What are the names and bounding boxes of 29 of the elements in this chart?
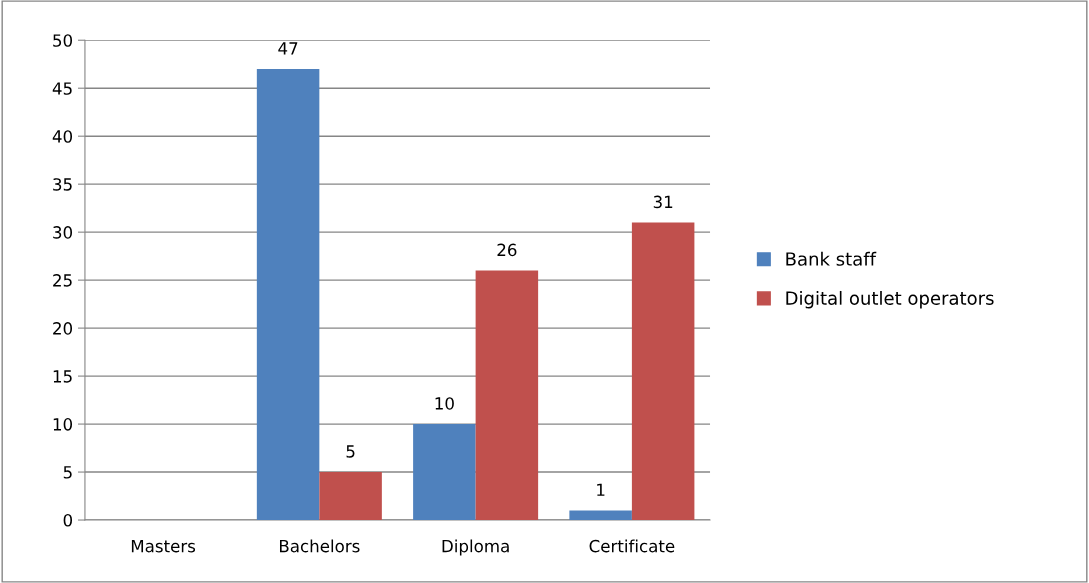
y-tick-label: 0 xyxy=(63,514,73,527)
y-tick-label: 10 xyxy=(53,418,73,431)
y-tick-label: 40 xyxy=(52,130,73,143)
bar xyxy=(319,472,382,521)
data-label: 31 xyxy=(653,195,673,209)
y-tick-label: 45 xyxy=(52,82,72,95)
y-tick-label: 20 xyxy=(53,322,73,335)
x-tick-label: Certificate xyxy=(589,539,675,553)
y-tick-label: 35 xyxy=(53,178,72,191)
legend-label: Digital outlet operators xyxy=(786,290,994,309)
bar xyxy=(256,69,320,521)
data-label: 26 xyxy=(497,243,517,257)
bar xyxy=(475,270,539,521)
y-tick-label: 50 xyxy=(53,34,73,47)
x-tick-label: Diploma xyxy=(442,539,509,556)
y-tick-label: 25 xyxy=(53,274,72,287)
x-tick-label: Masters xyxy=(131,539,196,553)
y-tick-label: 5 xyxy=(63,466,72,479)
bar xyxy=(631,222,695,521)
bar xyxy=(413,424,476,521)
legend-label: Bank staff xyxy=(786,251,877,266)
data-label: 47 xyxy=(278,42,298,55)
x-tick-label: Bachelors xyxy=(279,539,360,553)
data-label: 10 xyxy=(435,397,454,410)
y-tick-label: 15 xyxy=(53,370,72,383)
data-label: 1 xyxy=(597,483,605,496)
bar xyxy=(569,510,632,521)
y-tick-label: 30 xyxy=(53,226,73,239)
data-label: 5 xyxy=(346,445,355,458)
